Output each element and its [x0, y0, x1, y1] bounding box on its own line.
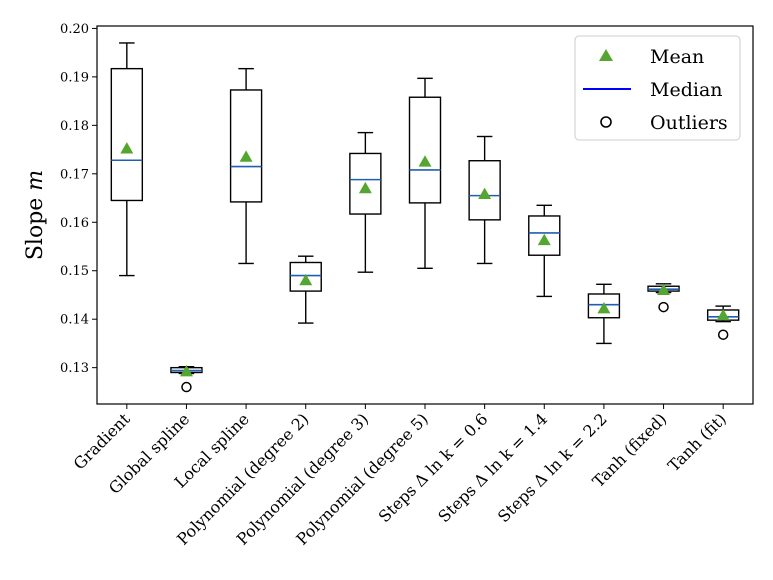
box-iqr: [110, 67, 144, 202]
box-group: [647, 283, 680, 313]
x-tick-label: Steps Δ ln k = 2.2: [494, 409, 611, 526]
x-tick-label: Steps Δ ln k = 0.6: [375, 409, 492, 526]
mean-marker: [120, 142, 134, 154]
box-group: [289, 255, 322, 324]
legend-label: Mean: [650, 46, 704, 68]
outlier-point: [717, 329, 729, 340]
y-tick-label: 0.17: [60, 167, 89, 182]
x-tick-label: Tanh (fit): [664, 409, 730, 475]
box-group: [528, 204, 561, 298]
mean-marker: [358, 181, 372, 194]
legend-label: Median: [650, 79, 723, 101]
legend-mean-marker: [599, 49, 613, 61]
box-group: [468, 135, 501, 265]
box-iqr: [349, 152, 382, 215]
legend-entry: Mean: [599, 46, 704, 68]
legend-entry: Outliers: [600, 112, 728, 134]
y-axis-label: Slope m: [23, 170, 48, 260]
box-group: [706, 305, 740, 340]
y-tick-label: 0.13: [60, 361, 89, 376]
legend-entry: Median: [583, 79, 723, 101]
box-iqr: [528, 215, 561, 256]
mean-marker: [537, 233, 551, 246]
mean-marker: [179, 365, 193, 377]
box-iqr: [408, 96, 442, 204]
legend: Mean Median Outliers: [574, 35, 741, 141]
mean-marker: [239, 150, 253, 162]
mean-marker: [657, 283, 671, 295]
mean-marker: [716, 308, 730, 321]
box-group: [349, 131, 382, 273]
plot-layer: [110, 42, 740, 393]
x-tick-label: Steps Δ ln k = 1.4: [434, 409, 551, 526]
box-group: [110, 42, 144, 277]
y-tick-label: 0.19: [60, 70, 89, 85]
box-group: [170, 365, 203, 393]
mean-marker: [299, 273, 313, 286]
box-group: [587, 283, 621, 345]
y-tick-label: 0.14: [60, 313, 89, 328]
box-iqr: [468, 160, 501, 221]
mean-marker: [478, 187, 492, 200]
box-iqr: [587, 293, 621, 319]
legend-outlier-marker: [600, 116, 612, 128]
box-group: [229, 67, 263, 265]
y-tick-label: 0.20: [60, 22, 89, 37]
box-iqr: [229, 89, 263, 203]
outlier-point: [181, 381, 192, 393]
y-tick-label: 0.16: [60, 216, 89, 231]
mean-marker: [597, 302, 611, 314]
legend-label: Outliers: [650, 112, 728, 134]
box-iqr: [289, 261, 322, 292]
outlier-point: [658, 301, 669, 313]
y-axis: 0.13 0.14 0.15 0.16 0.17 0.18 0.19 0.20: [60, 22, 97, 376]
mean-marker: [418, 155, 432, 167]
y-tick-label: 0.15: [60, 264, 89, 279]
y-tick-label: 0.18: [60, 119, 89, 134]
legend-box: [574, 35, 741, 141]
box-group: [408, 77, 442, 270]
